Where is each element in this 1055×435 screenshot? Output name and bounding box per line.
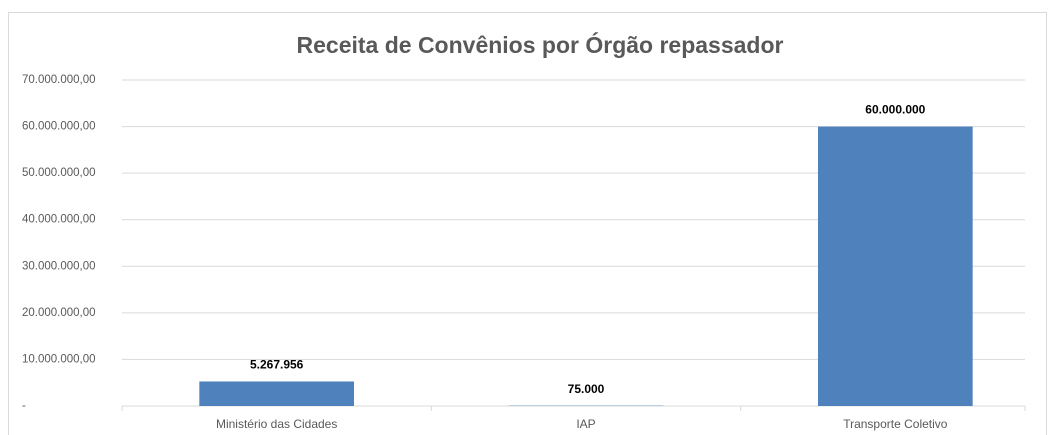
y-tick-label: -: [22, 400, 26, 412]
y-tick-label: 10.000.000,00: [22, 353, 96, 365]
chart-title: Receita de Convênios por Órgão repassado…: [297, 31, 784, 58]
x-tick-label: Ministério das Cidades: [216, 417, 337, 431]
y-tick-label: 70.000.000,00: [22, 74, 96, 86]
y-tick-label: 60.000.000,00: [22, 121, 96, 133]
data-label: 60.000.000: [865, 103, 925, 117]
x-tick-label: IAP: [576, 417, 595, 431]
bar: [818, 126, 973, 407]
x-tick-label: Transporte Coletivo: [843, 417, 948, 431]
bar: [199, 381, 354, 406]
y-tick-label: 30.000.000,00: [22, 260, 96, 272]
y-tick-label: 50.000.000,00: [22, 167, 96, 179]
y-tick-label: 40.000.000,00: [22, 214, 96, 226]
data-label: 5.267.956: [250, 358, 304, 372]
data-label: 75.000: [568, 382, 605, 396]
y-tick-label: 20.000.000,00: [22, 307, 96, 319]
